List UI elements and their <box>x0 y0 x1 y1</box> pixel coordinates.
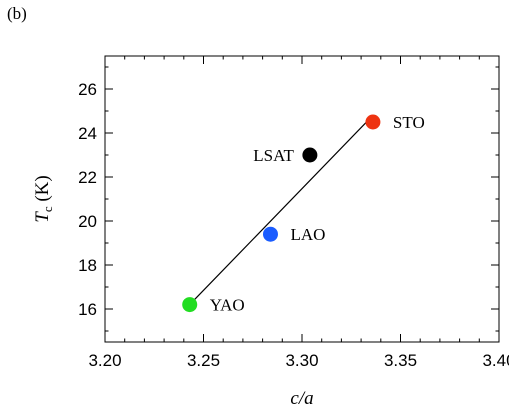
data-point-lsat <box>302 147 318 163</box>
fit-line <box>189 114 374 306</box>
point-label-lao: LAO <box>290 225 325 244</box>
y-tick-label: 26 <box>78 80 97 99</box>
y-tick-label: 24 <box>78 124 97 143</box>
point-label-lsat: LSAT <box>253 146 294 165</box>
tick-labels: 3.20 3.25 3.30 3.35 3.40 16 18 20 22 24 26 <box>78 80 509 370</box>
data-point-yao <box>182 297 198 313</box>
plot-frame <box>104 55 500 343</box>
x-tick-label: 3.20 <box>88 351 121 370</box>
axis-ticks <box>104 56 500 342</box>
x-tick-label: 3.30 <box>285 351 318 370</box>
data-points: YAO LAO LSAT STO <box>182 113 425 315</box>
point-label-sto: STO <box>393 113 425 132</box>
point-label-yao: YAO <box>210 296 245 315</box>
x-tick-label: 3.25 <box>187 351 220 370</box>
y-tick-label: 20 <box>78 212 97 231</box>
plot-area: 3.20 3.25 3.30 3.35 3.40 16 18 20 22 24 26 YAO LAO L… <box>78 55 509 370</box>
data-point-sto <box>365 114 381 130</box>
y-tick-label: 16 <box>78 300 97 319</box>
x-tick-label: 3.40 <box>482 351 509 370</box>
x-axis-title: c/a <box>290 388 313 409</box>
y-axis-title: Tc (K) <box>32 175 55 223</box>
y-tick-label: 22 <box>78 168 97 187</box>
y-axis-title-main: T <box>32 211 53 223</box>
y-tick-label: 18 <box>78 256 97 275</box>
data-point-lao <box>262 226 278 242</box>
y-axis-title-sub: c <box>40 206 55 212</box>
panel-label: (b) <box>7 4 27 23</box>
x-tick-label: 3.35 <box>384 351 417 370</box>
y-axis-title-unit: (K) <box>32 175 53 206</box>
